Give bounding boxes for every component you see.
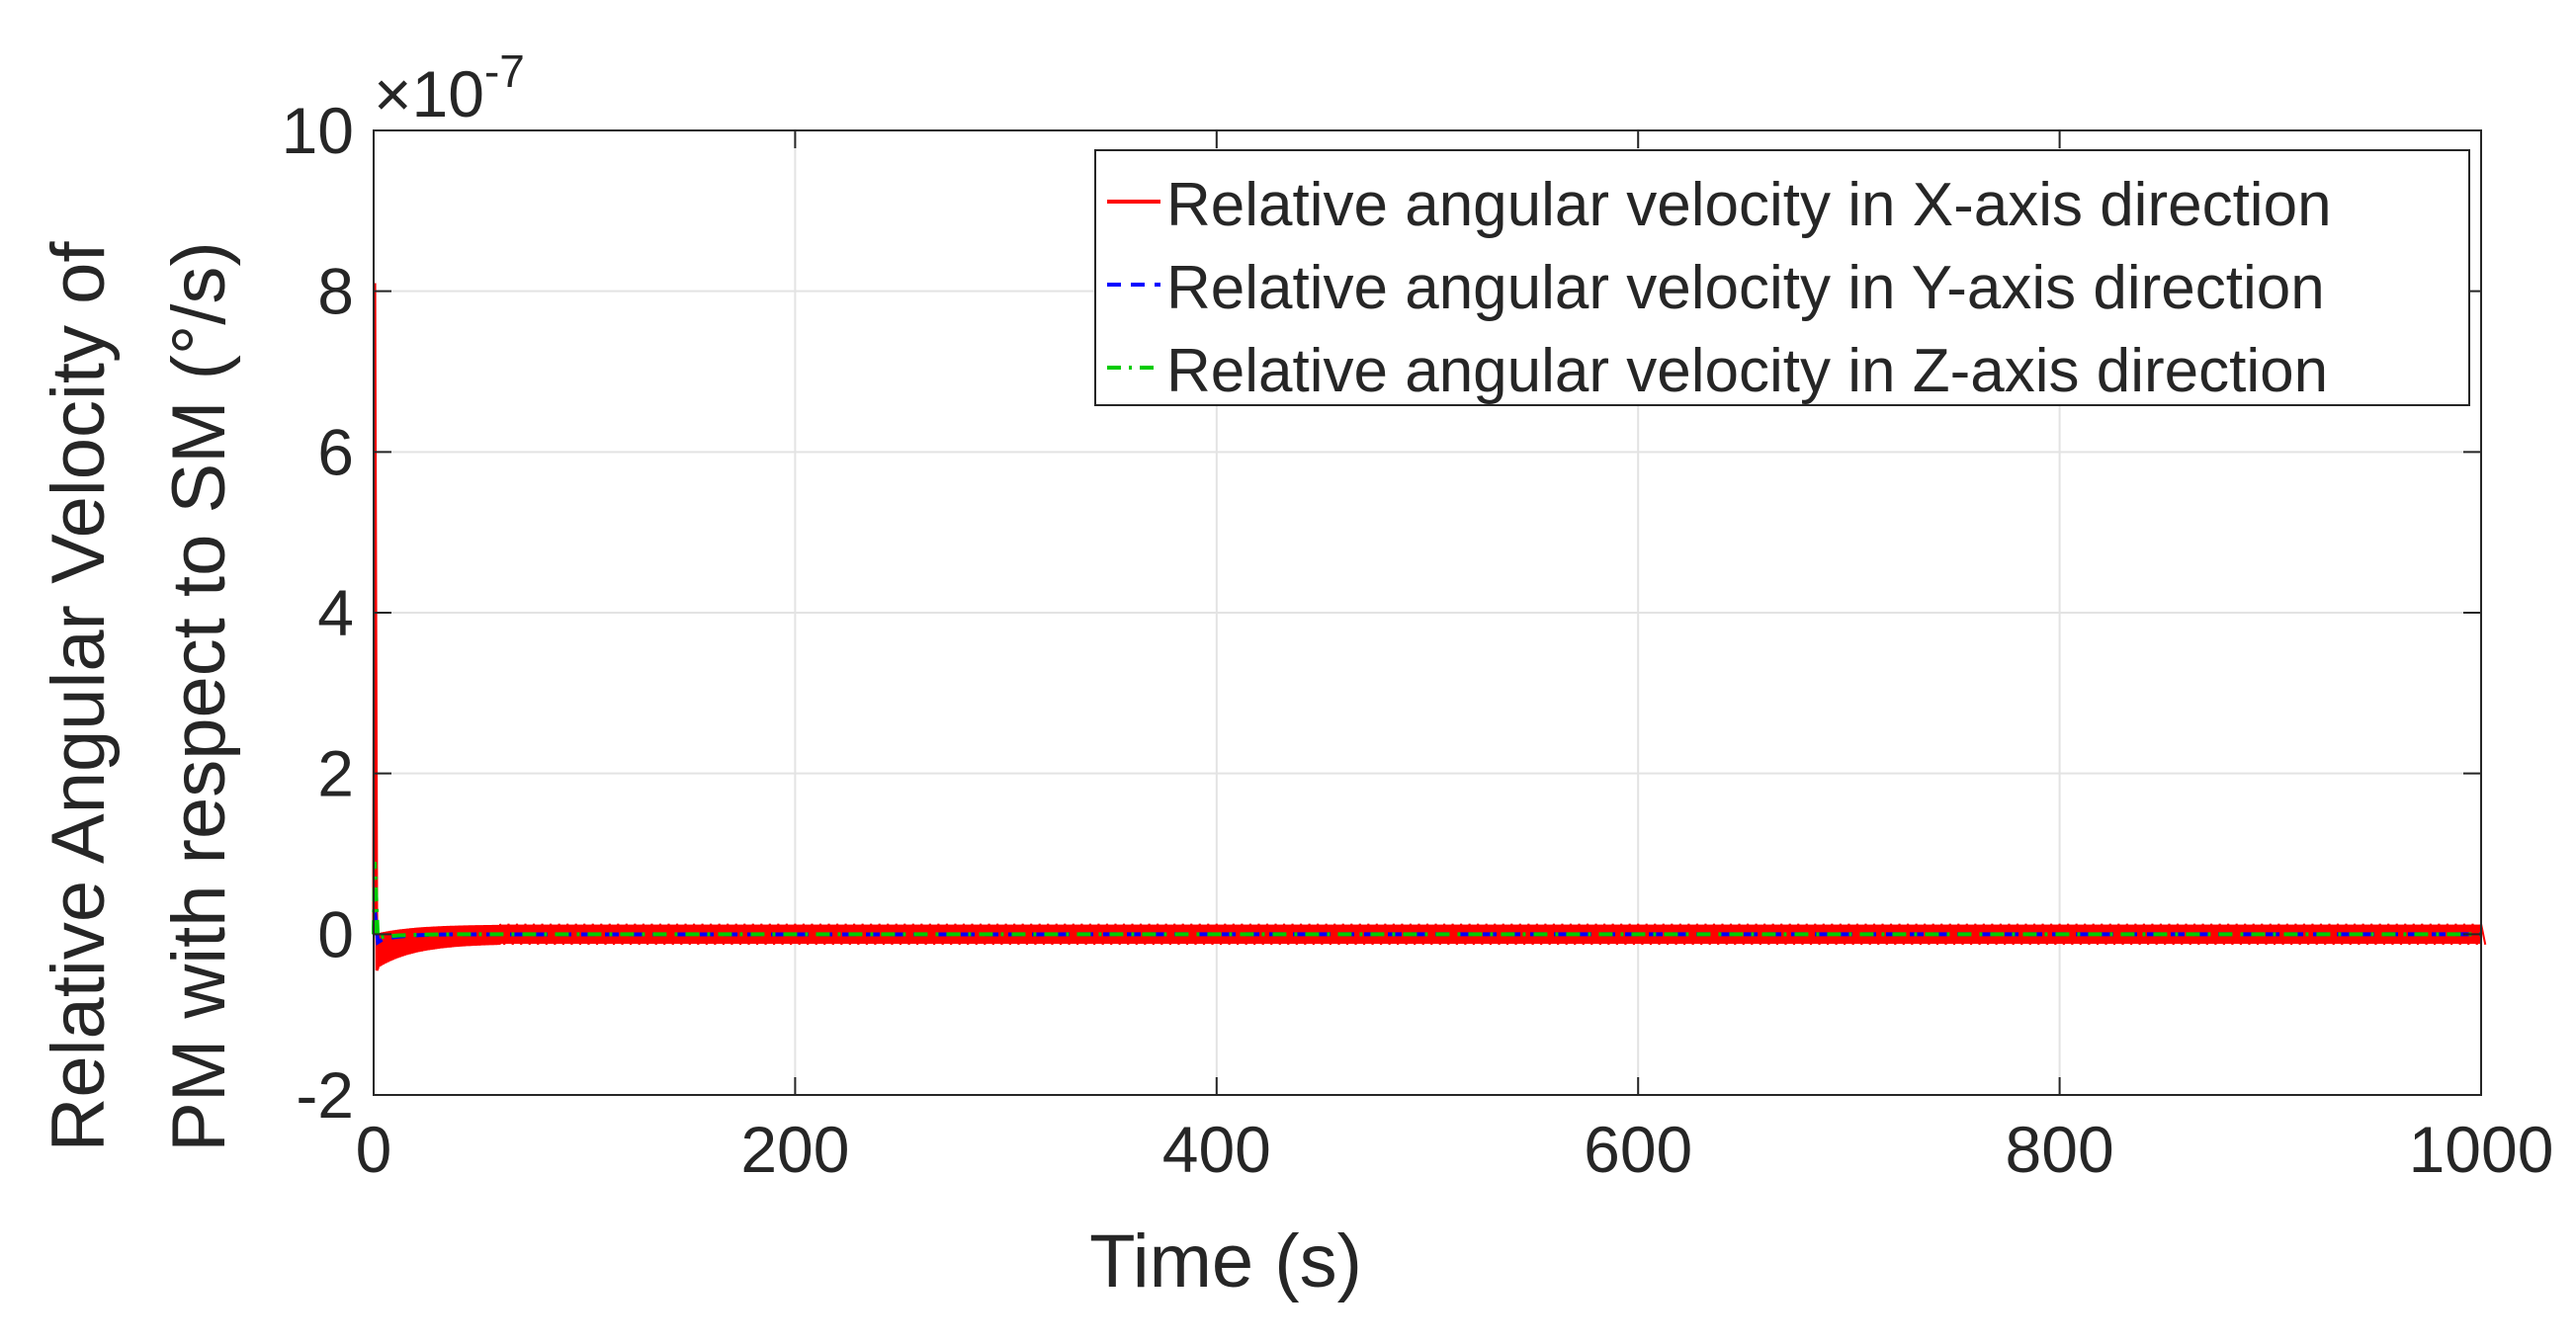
x-tick-label: 400	[1162, 1113, 1271, 1186]
series-layer	[372, 283, 2487, 971]
y-exponent-label: ×10-7	[374, 45, 525, 130]
y-axis-label-line-2: PM with respect to SM (°/s)	[157, 241, 241, 1151]
y-tick-label: 4	[317, 576, 354, 649]
series-x-transient	[372, 283, 502, 971]
series-z-line	[372, 862, 2482, 942]
legend-label: Relative angular velocity in X-axis dire…	[1166, 171, 2332, 239]
y-tick-label: 8	[317, 255, 354, 328]
x-axis-label: Time (s)	[1089, 1219, 1362, 1303]
y-tick-label: 10	[282, 94, 354, 167]
x-tick-label: 0	[356, 1113, 392, 1186]
y-tick-label: 6	[317, 415, 354, 488]
y-tick-label: 2	[317, 737, 354, 810]
legend-box	[1094, 149, 2470, 406]
y-tick-label: -2	[296, 1058, 354, 1132]
y-axis-label: Relative Angular Velocity of PM with res…	[37, 241, 241, 1152]
legend: Relative angular velocity in X-axis dire…	[1094, 149, 2470, 406]
x-tick-label: 200	[740, 1113, 849, 1186]
x-tick-label: 800	[2006, 1113, 2114, 1186]
legend-label: Relative angular velocity in Z-axis dire…	[1166, 337, 2328, 405]
x-tick-label: 600	[1584, 1113, 1692, 1186]
y-tick-label: 0	[317, 897, 354, 970]
y-exponent-power: -7	[484, 45, 525, 97]
x-tick-label: 1000	[2409, 1113, 2554, 1186]
legend-label: Relative angular velocity in Y-axis dire…	[1166, 254, 2325, 322]
y-exponent-base: ×10	[374, 57, 484, 130]
y-axis-label-line-1: Relative Angular Velocity of	[37, 241, 121, 1152]
